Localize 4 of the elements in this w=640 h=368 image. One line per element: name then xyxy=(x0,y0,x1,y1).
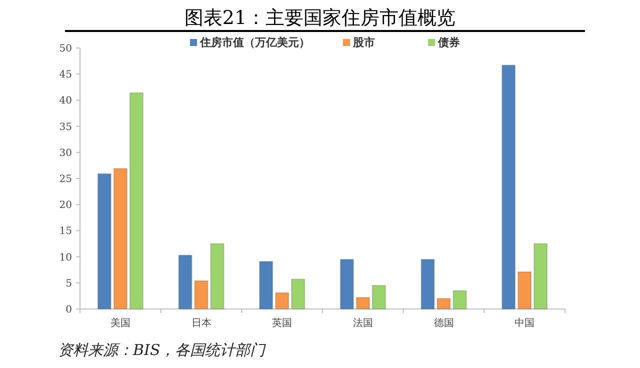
annotation: 资料来源：BIS，各国统计部门 xyxy=(58,341,266,359)
title: 图表21：主要国家住房市值概览 xyxy=(184,7,456,29)
legend-label: 债券 xyxy=(437,36,461,49)
legend-label: 股市 xyxy=(352,36,375,49)
